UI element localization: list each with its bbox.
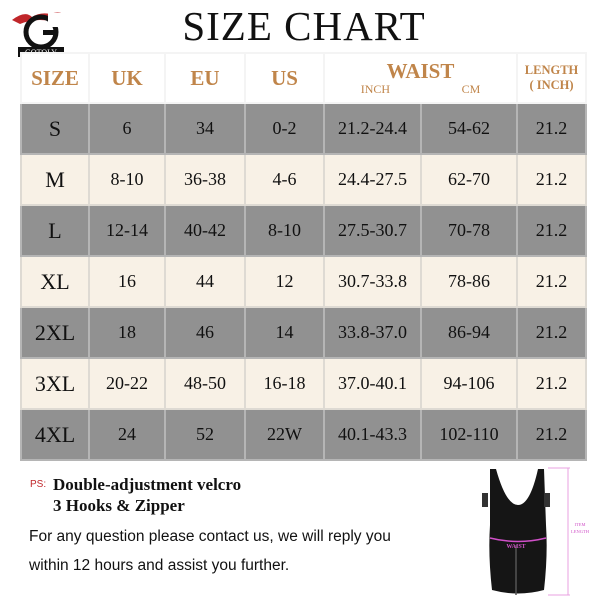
cell-waist-inch: 40.1-43.3 — [323, 408, 422, 461]
table-row: XL 16 44 12 30.7-33.8 78-86 21.2 — [20, 255, 588, 308]
table-row: 4XL 24 52 22W 40.1-43.3 102-110 21.2 — [20, 408, 588, 461]
contact-text: For any question please contact us, we w… — [29, 522, 391, 580]
contact-line-1: For any question please contact us, we w… — [29, 528, 391, 545]
item-length-label-2: LENGTH — [571, 529, 590, 534]
table-row: S 6 34 0-2 21.2-24.4 54-62 21.2 — [20, 102, 588, 155]
cell-size: M — [20, 153, 90, 206]
waist-inch-label: INCH — [360, 81, 391, 96]
header-size: SIZE — [20, 52, 90, 104]
cell-size: S — [20, 102, 90, 155]
cell-us: 4-6 — [244, 153, 325, 206]
table-row: 2XL 18 46 14 33.8-37.0 86-94 21.2 — [20, 306, 588, 359]
cell-us: 16-18 — [244, 357, 325, 410]
cell-us: 0-2 — [244, 102, 325, 155]
page-title: SIZE CHART — [182, 3, 426, 49]
waist-cm-label: CM — [461, 81, 481, 96]
cell-eu: 46 — [164, 306, 246, 359]
cell-uk: 18 — [88, 306, 166, 359]
table-row: 3XL 20-22 48-50 16-18 37.0-40.1 94-106 21.2 — [20, 357, 588, 410]
contact-line-2: within 12 hours and assist you further. — [29, 557, 290, 574]
ps-label: PS: — [30, 479, 47, 490]
cell-length: 21.2 — [516, 102, 588, 155]
cell-length: 21.2 — [516, 306, 588, 359]
cell-waist-inch: 27.5-30.7 — [323, 204, 422, 257]
cell-length: 21.2 — [516, 153, 588, 206]
cell-length: 21.2 — [516, 357, 588, 410]
cell-size: XL — [20, 255, 90, 308]
feature-line-2: 3 Hooks & Zipper — [53, 496, 185, 515]
feature-text: Double-adjustment velcro 3 Hooks & Zippe… — [53, 474, 241, 516]
cell-waist-cm: 70-78 — [419, 204, 519, 257]
size-chart-table: SIZE UK EU US WAIST INCH CM LENGTH ( INCH… — [20, 52, 588, 461]
cell-uk: 6 — [88, 102, 166, 155]
cell-uk: 16 — [88, 255, 166, 308]
length-unit: ( INCH) — [529, 78, 574, 92]
table-header-row: SIZE UK EU US WAIST INCH CM LENGTH ( INCH… — [20, 52, 588, 104]
cell-eu: 40-42 — [164, 204, 246, 257]
cell-size: 4XL — [20, 408, 90, 461]
cell-size: L — [20, 204, 90, 257]
cell-waist-cm: 62-70 — [419, 153, 519, 206]
cell-us: 14 — [244, 306, 325, 359]
cell-eu: 34 — [164, 102, 246, 155]
cell-us: 8-10 — [244, 204, 325, 257]
cell-eu: 36-38 — [164, 153, 246, 206]
cell-waist-cm: 54-62 — [419, 102, 519, 155]
header-uk: UK — [88, 52, 166, 104]
cell-waist-cm: 94-106 — [419, 357, 519, 410]
cell-size: 3XL — [20, 357, 90, 410]
cell-length: 21.2 — [516, 255, 588, 308]
feature-line-1: Double-adjustment velcro — [53, 475, 242, 494]
cell-waist-inch: 24.4-27.5 — [323, 153, 422, 206]
waist-trainer-diagram: WAIST ITEM LENGTH — [482, 467, 590, 596]
cell-waist-inch: 33.8-37.0 — [323, 306, 422, 359]
cell-waist-cm: 78-86 — [419, 255, 519, 308]
cell-eu: 52 — [164, 408, 246, 461]
table-row: L 12-14 40-42 8-10 27.5-30.7 70-78 21.2 — [20, 204, 588, 257]
cell-waist-cm: 86-94 — [419, 306, 519, 359]
header-us: US — [244, 52, 325, 104]
cell-waist-inch: 21.2-24.4 — [323, 102, 422, 155]
cell-size: 2XL — [20, 306, 90, 359]
waist-label: WAIST — [386, 58, 455, 83]
cell-us: 12 — [244, 255, 325, 308]
cell-waist-cm: 102-110 — [419, 408, 519, 461]
cell-eu: 48-50 — [164, 357, 246, 410]
cell-uk: 12-14 — [88, 204, 166, 257]
length-label: LENGTH — [524, 63, 579, 77]
cell-uk: 8-10 — [88, 153, 166, 206]
header-waist: WAIST INCH CM — [322, 52, 519, 104]
cell-length: 21.2 — [516, 204, 588, 257]
cell-length: 21.2 — [516, 408, 588, 461]
header-length: LENGTH ( INCH) — [516, 52, 588, 104]
cell-eu: 44 — [164, 255, 246, 308]
item-length-label-1: ITEM — [575, 522, 586, 527]
header-eu: EU — [164, 52, 246, 104]
cell-waist-inch: 37.0-40.1 — [323, 357, 422, 410]
waist-marker-label: WAIST — [506, 544, 525, 550]
cell-waist-inch: 30.7-33.8 — [323, 255, 422, 308]
cell-uk: 24 — [88, 408, 166, 461]
cell-us: 22W — [244, 408, 325, 461]
table-row: M 8-10 36-38 4-6 24.4-27.5 62-70 21.2 — [20, 153, 588, 206]
cell-uk: 20-22 — [88, 357, 166, 410]
